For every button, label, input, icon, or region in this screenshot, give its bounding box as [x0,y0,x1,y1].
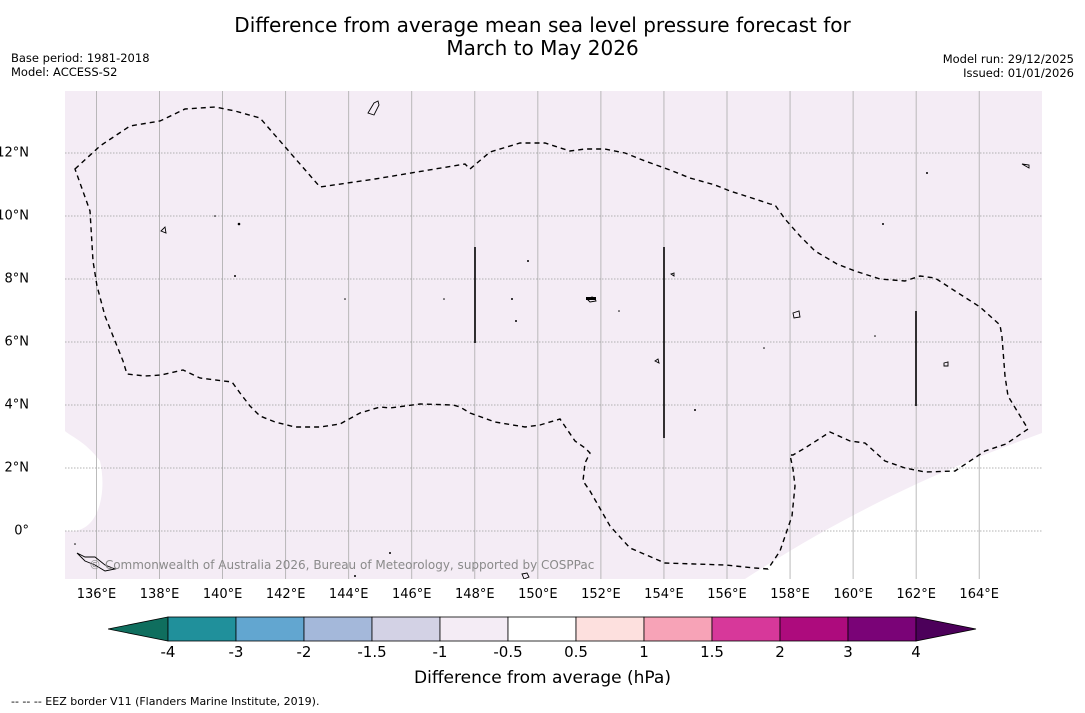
y-tick-label: 0° [14,523,29,539]
run-info: Model run: 29/12/2025 Issued: 01/01/2026 [943,52,1074,80]
x-tick-label: 144°E [328,587,369,602]
forecast-fill-region [65,91,1042,579]
x-tick-label: 152°E [581,587,621,602]
copyright-text: © Commonwealth of Australia 2026, Bureau… [89,558,595,572]
y-tick-label: 10°N [0,208,29,224]
map-canvas [65,91,1042,579]
colorbar-tick-label: 3 [843,643,853,661]
colorbar-cell [167,616,237,642]
territory-lines [474,247,917,438]
x-tick-label: 154°E [644,587,684,602]
colorbar-cell [507,616,577,642]
x-tick-label: 164°E [959,587,999,602]
colorbar-tick-label: -3 [228,643,244,661]
map-panel [65,91,1042,579]
colorbar-cell [371,616,441,642]
colorbar-cell [235,616,305,642]
model-run-date: Model run: 29/12/2025 [942,52,1074,66]
colorbar-extend-low [108,616,169,642]
eez-border [74,106,1029,570]
colorbar-tick-label: 0.5 [564,643,588,661]
colorbar-tick-label: 1.5 [700,643,724,661]
colorbar-tick-label: 1 [639,643,649,661]
islands [76,100,1030,579]
title-line-2: March to May 2026 [446,36,639,60]
issued-date: Issued: 01/01/2026 [963,66,1074,80]
colorbar-label: Difference from average (hPa) [414,668,671,688]
islets [74,172,928,577]
colorbar-extend-high [915,616,977,642]
model-name: Model: ACCESS-S2 [11,65,118,79]
title-line-1: Difference from average mean sea level p… [234,13,851,37]
y-tick-label: 2°N [4,460,30,476]
y-tick-label: 4°N [4,397,30,413]
x-tick-label: 162°E [896,587,936,602]
colorbar [108,616,977,642]
base-period: Base period: 1981-2018 [11,51,150,65]
x-tick-label: 142°E [265,587,306,602]
colorbar-tick-label: 4 [911,643,921,661]
x-tick-label: 146°E [391,587,432,602]
x-tick-label: 158°E [770,587,810,602]
x-tick-label: 148°E [455,587,495,602]
x-tick-label: 138°E [139,587,180,602]
map-title: Difference from average mean sea level p… [0,14,1085,60]
colorbar-cell [439,616,509,642]
colorbar-cell [847,616,917,642]
y-tick-label: 12°N [0,145,29,161]
x-tick-label: 136°E [76,587,117,602]
x-tick-label: 156°E [707,587,747,602]
colorbar-cell [643,616,713,642]
colorbar-cell [711,616,781,642]
colorbar-tick-label: -4 [160,643,176,661]
colorbar-tick-label: 2 [775,643,785,661]
colorbar-tick-label: -0.5 [493,643,523,661]
colorbar-tick-label: -1 [432,643,448,661]
x-tick-label: 160°E [833,587,873,602]
colorbar-cell [303,616,373,642]
colorbar-tick-label: -1.5 [357,643,387,661]
y-tick-label: 8°N [4,271,30,287]
y-tick-label: 6°N [4,334,30,350]
x-tick-label: 140°E [202,587,243,602]
x-tick-label: 150°E [518,587,558,602]
colorbar-tick-label: -2 [296,643,312,661]
colorbar-cell [575,616,645,642]
eez-footnote: -- -- -- EEZ border V11 (Flanders Marine… [11,695,320,708]
base-info: Base period: 1981-2018 Model: ACCESS-S2 [11,51,150,79]
colorbar-cell [779,616,849,642]
